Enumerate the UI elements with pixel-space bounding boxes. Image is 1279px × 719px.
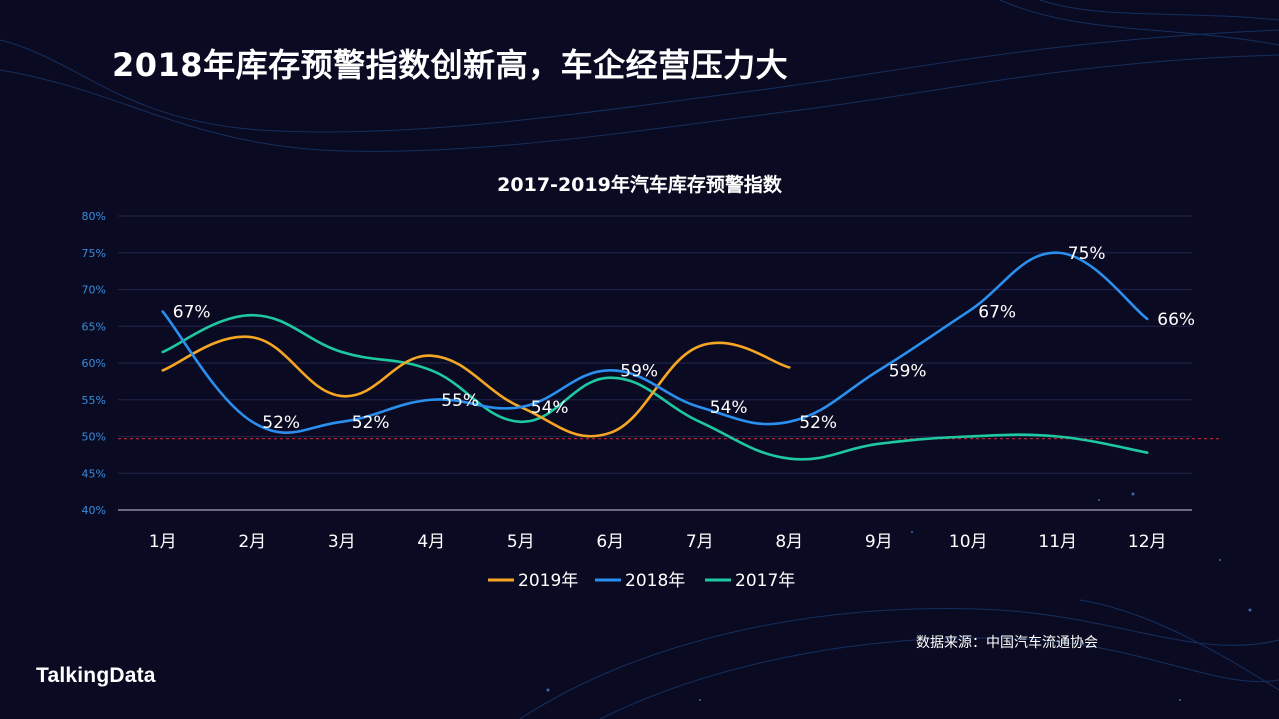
slide-title: 2018年库存预警指数创新高，车企经营压力大 (112, 46, 789, 84)
x-tick-label: 6月 (596, 532, 624, 552)
bg-star (1131, 492, 1135, 496)
brand-logo: TalkingData (36, 664, 156, 687)
y-tick-label: 55% (82, 394, 106, 407)
bg-wave-line (599, 637, 1279, 719)
series-line-2018 (161, 251, 1149, 434)
bg-star (1098, 499, 1100, 501)
y-tick-label: 50% (82, 431, 106, 444)
x-tick-label: 5月 (507, 532, 535, 552)
bg-star (911, 531, 913, 533)
y-tick-label: 60% (82, 357, 106, 370)
data-label: 75% (1068, 244, 1106, 264)
bg-wave-line (0, 54, 1279, 152)
chart-title: 2017-2019年汽车库存预警指数 (497, 174, 782, 196)
data-label: 54% (710, 398, 748, 418)
bg-wave-line (1039, 0, 1279, 21)
bg-star (699, 699, 701, 701)
y-tick-label: 40% (82, 504, 106, 517)
x-tick-label: 9月 (865, 532, 893, 552)
data-label: 52% (352, 413, 390, 433)
series-line-2017 (161, 313, 1149, 461)
data-label: 67% (173, 303, 211, 323)
data-label: 52% (799, 413, 837, 433)
data-label: 54% (531, 398, 569, 418)
x-tick-label: 2月 (238, 532, 266, 552)
legend-label: 2018年 (625, 571, 685, 591)
bg-wave-line (519, 608, 1279, 719)
data-label: 66% (1157, 310, 1195, 330)
x-tick-label: 3月 (328, 532, 356, 552)
bg-wave-line (1079, 599, 1279, 691)
x-tick-label: 8月 (775, 532, 803, 552)
y-tick-label: 70% (82, 284, 106, 297)
legend-label: 2019年 (518, 571, 578, 591)
data-label: 55% (441, 391, 479, 411)
x-tick-label: 4月 (417, 532, 445, 552)
y-tick-label: 80% (82, 210, 106, 223)
bg-star (546, 688, 550, 692)
data-label: 59% (620, 361, 658, 381)
series-line-2019 (161, 335, 791, 438)
data-label: 52% (262, 413, 300, 433)
data-label: 67% (978, 303, 1016, 323)
bg-wave-line (0, 29, 1279, 133)
bg-star (1179, 699, 1181, 701)
y-tick-label: 75% (82, 247, 106, 260)
x-tick-label: 11月 (1038, 532, 1077, 552)
bg-star (1219, 559, 1221, 561)
data-source-note: 数据来源：中国汽车流通协会 (916, 635, 1098, 651)
x-tick-label: 10月 (949, 532, 988, 552)
x-tick-label: 1月 (149, 532, 177, 552)
x-tick-label: 12月 (1128, 532, 1167, 552)
y-tick-label: 65% (82, 320, 106, 333)
legend-label: 2017年 (735, 571, 795, 591)
y-tick-label: 45% (82, 467, 106, 480)
bg-star (1248, 608, 1252, 612)
data-label: 59% (889, 361, 927, 381)
x-tick-label: 7月 (686, 532, 714, 552)
bg-wave-line (999, 0, 1279, 46)
